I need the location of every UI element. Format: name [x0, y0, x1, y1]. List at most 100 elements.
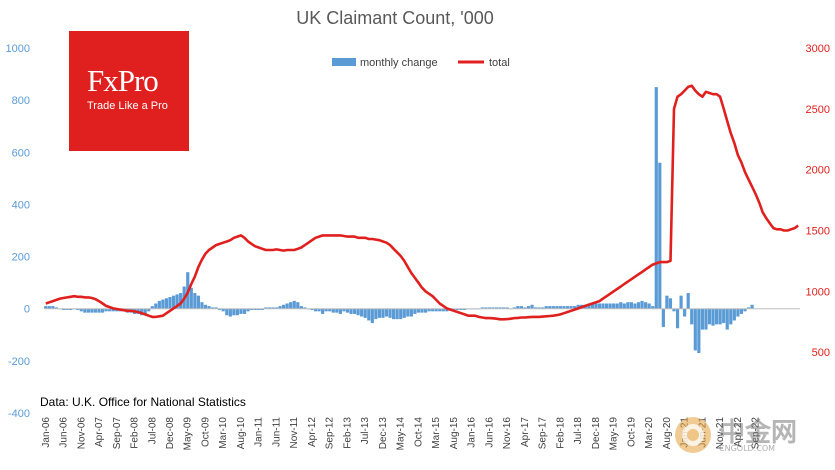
- bar: [363, 308, 367, 318]
- bar: [83, 308, 87, 313]
- bar: [299, 306, 303, 309]
- bar: [310, 308, 314, 311]
- bar: [604, 303, 609, 309]
- bar: [690, 308, 694, 325]
- bar: [157, 300, 161, 309]
- bar: [267, 307, 271, 309]
- bar: [732, 308, 736, 321]
- bar: [590, 303, 594, 309]
- bar: [569, 306, 573, 309]
- x-tick-label: Jul-13: [360, 417, 371, 445]
- x-tick-label: Jun-16: [484, 417, 495, 448]
- bar: [246, 308, 250, 312]
- bar: [409, 308, 413, 317]
- bar: [686, 293, 690, 309]
- bar: [704, 308, 708, 330]
- left-tick-label: 200: [12, 252, 30, 264]
- bar: [722, 308, 726, 324]
- bar: [619, 302, 623, 309]
- x-tick-label: Aug-10: [236, 417, 247, 450]
- bar: [111, 308, 115, 312]
- bar: [537, 307, 541, 309]
- bar: [697, 308, 701, 354]
- bar: [672, 308, 676, 312]
- bar: [147, 308, 151, 312]
- bar: [100, 308, 105, 313]
- bar: [683, 308, 687, 317]
- x-tick-label: Nov-21: [715, 417, 726, 450]
- bar: [743, 308, 747, 312]
- x-tick-label: Oct-09: [200, 417, 211, 447]
- bar: [551, 306, 555, 309]
- bar: [626, 302, 630, 309]
- bar: [431, 308, 435, 312]
- bar: [700, 308, 704, 330]
- bar: [274, 307, 279, 309]
- bar: [707, 308, 712, 325]
- bar: [44, 306, 48, 309]
- bar: [423, 308, 428, 313]
- bar: [746, 307, 751, 309]
- bar: [164, 298, 169, 309]
- bar: [416, 308, 421, 313]
- bar: [61, 308, 66, 311]
- bar: [349, 308, 353, 314]
- left-axis-ticks: -400 -200 0 200 400 600 800 1000: [6, 43, 30, 420]
- bar: [558, 306, 563, 309]
- bar: [257, 308, 261, 311]
- bar: [65, 308, 69, 311]
- x-tick-label: Mar-15: [431, 417, 442, 449]
- bar: [154, 303, 158, 309]
- bar: [313, 308, 318, 312]
- right-tick-label: 500: [812, 347, 830, 359]
- bar: [374, 308, 378, 320]
- bar: [381, 308, 385, 318]
- x-tick-label: Apr-07: [94, 417, 105, 447]
- x-tick-label: Jan-06: [41, 417, 52, 448]
- bar: [228, 308, 232, 317]
- bar: [225, 308, 229, 316]
- x-tick-label: Mar-20: [644, 417, 655, 449]
- bar: [253, 308, 257, 311]
- source-note: Data: U.K. Office for National Statistic…: [40, 395, 246, 409]
- x-tick-label: Jul-18: [573, 417, 584, 445]
- bar: [97, 308, 101, 313]
- bar: [462, 308, 467, 311]
- bar: [189, 287, 193, 309]
- bar: [548, 306, 552, 309]
- bar: [303, 307, 307, 309]
- bar: [530, 304, 534, 309]
- bar: [285, 303, 289, 309]
- bar: [544, 306, 548, 309]
- bar: [750, 304, 754, 309]
- watermark-name: 中金网: [719, 418, 798, 448]
- bar: [654, 87, 658, 309]
- bar-series-monthly-change: [44, 87, 754, 354]
- bar: [200, 302, 204, 309]
- x-tick-label: Dec-08: [165, 417, 176, 450]
- bar: [193, 293, 197, 309]
- bar: [360, 308, 364, 317]
- bar: [541, 307, 545, 309]
- bar: [179, 293, 183, 309]
- bar: [498, 307, 502, 309]
- bar: [455, 308, 460, 311]
- bar: [150, 306, 154, 309]
- left-tick-label: -400: [8, 408, 30, 420]
- bar: [487, 307, 492, 309]
- bar: [281, 304, 286, 309]
- x-tick-label: Dec-13: [378, 417, 389, 450]
- x-tick-label: Sep-12: [325, 417, 336, 450]
- bar: [562, 306, 566, 309]
- bar: [526, 306, 531, 309]
- x-tick-label: Sep-22: [751, 417, 762, 450]
- bar: [328, 308, 332, 312]
- bar: [289, 302, 293, 309]
- bar: [242, 308, 247, 314]
- bar: [445, 308, 449, 312]
- x-tick-label: Mar-10: [218, 417, 229, 449]
- bar: [278, 306, 282, 309]
- bar: [516, 306, 520, 309]
- bar: [693, 308, 697, 351]
- chart-title: UK Claimant Count, '000: [296, 8, 494, 28]
